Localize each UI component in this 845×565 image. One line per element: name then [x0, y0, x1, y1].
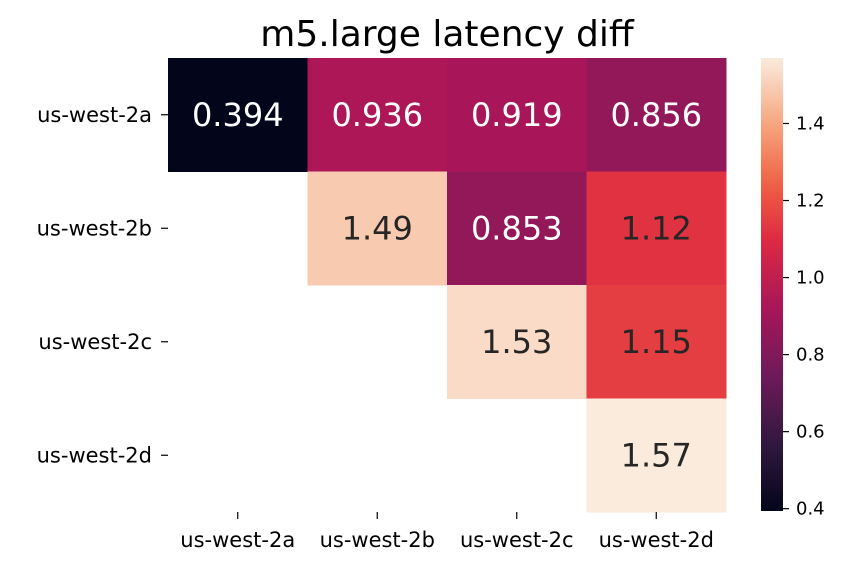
colorbar-tick-label: 1.0 — [796, 268, 825, 289]
heatmap-cells: 0.394 0.936 0.919 0.856 1.49 0.853 1.12 1.53 1.1… — [168, 58, 727, 513]
colorbar-tick-label: 0.6 — [796, 422, 825, 443]
cell-value-label: 0.853 — [471, 209, 563, 247]
cell-value-label: 1.57 — [621, 436, 692, 474]
heatmap-cell — [586, 171, 727, 286]
x-tick-label: us-west-2d — [599, 528, 714, 552]
y-axis: us-west-2a us-west-2b us-west-2c us-west-2d — [37, 103, 168, 467]
cell-value-label: 1.15 — [621, 323, 692, 361]
colorbar-tick-label: 1.2 — [796, 191, 825, 212]
colorbar-tick-label: 1.4 — [796, 113, 825, 134]
chart-title: m5.large latency diff — [260, 14, 635, 55]
heatmap-cell — [447, 171, 587, 286]
heatmap-cell — [447, 285, 587, 399]
heatmap-cell — [586, 398, 727, 513]
colorbar: 0.4 0.6 0.8 1.0 1.2 1.4 — [761, 58, 825, 520]
y-tick-label: us-west-2c — [38, 330, 152, 354]
cell-value-label: 0.856 — [610, 96, 702, 134]
y-tick-label: us-west-2a — [37, 103, 152, 127]
cell-value-label: 0.394 — [192, 96, 284, 134]
heatmap-cell — [447, 58, 587, 172]
y-tick-label: us-west-2d — [37, 443, 152, 467]
heatmap-cell — [307, 58, 448, 172]
cell-value-label: 1.49 — [342, 209, 413, 247]
x-axis: us-west-2a us-west-2b us-west-2c us-west-2d — [180, 512, 714, 552]
x-tick-label: us-west-2a — [180, 528, 295, 552]
cell-value-label: 1.53 — [481, 323, 552, 361]
colorbar-tick-label: 0.4 — [796, 499, 825, 520]
cell-value-label: 0.936 — [331, 96, 423, 134]
heatmap-cell — [307, 171, 448, 286]
cell-value-label: 1.12 — [621, 209, 692, 247]
colorbar-tick-label: 0.8 — [796, 345, 825, 366]
x-tick-label: us-west-2b — [320, 528, 435, 552]
heatmap-cell — [586, 285, 727, 399]
cell-value-label: 0.919 — [471, 96, 563, 134]
colorbar-gradient — [761, 58, 783, 511]
heatmap-cell — [168, 58, 308, 172]
y-tick-label: us-west-2b — [37, 216, 152, 240]
heatmap-cell — [586, 58, 727, 172]
x-tick-label: us-west-2c — [460, 528, 574, 552]
